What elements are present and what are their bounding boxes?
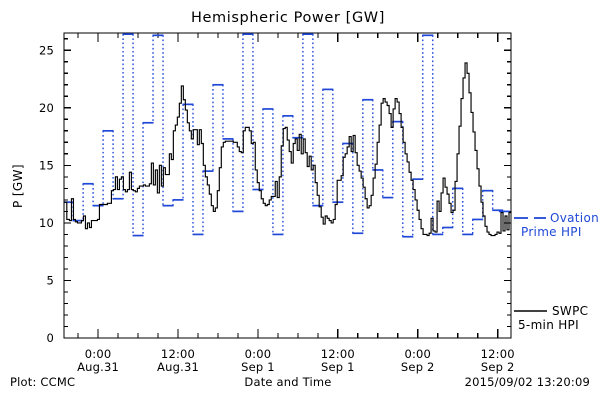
plot-timestamp: 2015/09/02 13:20:09 xyxy=(465,375,590,389)
plot-frame xyxy=(63,32,512,339)
x-tick-label-time: 12:00 xyxy=(161,347,195,361)
series-ovation-prime-hpi xyxy=(64,33,510,238)
y-axis-label: P [GW] xyxy=(11,164,25,208)
y-axis-tick-labels: 0 5 10 15 20 25 xyxy=(39,43,54,345)
x-tick-label-date: Aug.31 xyxy=(157,360,199,374)
y-tick-label: 25 xyxy=(39,43,54,57)
legend-label-swpc-line2: 5-min HPI xyxy=(518,318,579,332)
x-tick-label-date: Aug.31 xyxy=(77,360,119,374)
x-tick-label-time: 0:00 xyxy=(404,347,431,361)
plot-credit: Plot: CCMC xyxy=(10,375,75,389)
legend-label-ovation-line1: Ovation xyxy=(550,211,599,225)
y-tick-label: 15 xyxy=(39,158,54,172)
legend-label-swpc-line1: SWPC xyxy=(552,304,588,318)
x-tick-label-date: Sep 1 xyxy=(241,360,275,374)
x-axis-ticks xyxy=(77,33,499,338)
y-tick-label: 0 xyxy=(46,331,54,345)
x-tick-label-time: 12:00 xyxy=(481,347,515,361)
x-tick-label-date: Sep 2 xyxy=(401,360,435,374)
y-axis-ticks xyxy=(64,38,511,339)
x-tick-label-time: 0:00 xyxy=(85,347,112,361)
x-axis-label: Date and Time xyxy=(244,375,331,389)
y-tick-label: 10 xyxy=(39,216,54,230)
y-tick-label: 5 xyxy=(46,273,54,287)
chart-title: Hemispheric Power [GW] xyxy=(191,10,385,26)
legend-label-ovation-line2: Prime HPI xyxy=(521,225,582,239)
x-tick-label-date: Sep 1 xyxy=(321,360,355,374)
x-tick-label-time: 0:00 xyxy=(245,347,272,361)
y-tick-label: 20 xyxy=(39,101,54,115)
x-tick-label-date: Sep 2 xyxy=(481,360,515,374)
x-tick-label-time: 12:00 xyxy=(321,347,355,361)
series-swpc-5min-hpi xyxy=(64,62,512,237)
